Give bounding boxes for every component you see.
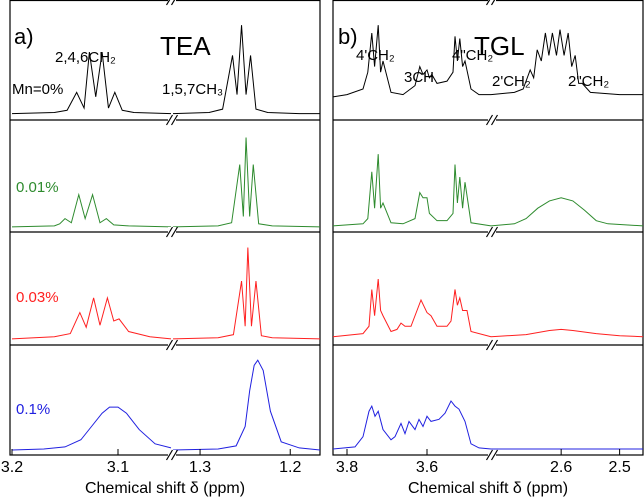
axis-break [490,339,499,351]
axis-break [165,339,174,351]
axis-break [485,339,494,351]
axis-break [490,114,499,126]
axis-break-gap [168,227,176,237]
x-tick-label: 3.6 [416,459,438,476]
axis-break [490,449,499,461]
axis-break-gap [488,0,496,5]
spectrum-line [11,406,172,451]
spectrum-line [332,154,492,227]
peak-annotation: 2,4,6CH₂ [55,49,116,66]
panel-label: b) [338,24,358,49]
axis-break [485,449,494,461]
x-axis-label: Chemical shift δ (ppm) [408,480,568,497]
axis-break [170,114,179,126]
axis-break [485,114,494,126]
panel-title: TGL [474,31,525,61]
axis-break [485,226,494,238]
spectrum-line [490,29,643,96]
spectrum-line [172,359,321,451]
x-axis-label: Chemical shift δ (ppm) [85,480,245,497]
axis-break-gap [488,227,496,237]
axis-break [170,0,176,6]
panel-label: a) [14,24,34,49]
peak-annotation: 4"CH₂ [452,47,493,64]
axis-break [165,114,174,126]
x-tick-label: 1.2 [279,459,301,476]
axis-break [170,449,179,461]
peak-annotation: 4'CH₂ [356,47,395,64]
spectrum-line [490,197,644,227]
axis-break-gap [168,340,176,350]
spectrum-line [172,25,320,115]
panel-title: TEA [160,31,211,61]
x-tick-label: 2.5 [608,459,630,476]
spectrum-line [172,137,321,228]
axis-break-gap [488,340,496,350]
spectrum-line [11,192,172,228]
x-tick-label: 3.1 [107,459,129,476]
spectrum-line [332,25,491,98]
series-label: 0.01% [16,179,59,196]
axis-break-gap [488,115,496,125]
series-label: Mn=0% [12,81,63,98]
axis-break [170,339,179,351]
peak-annotation: 2"CH₂ [568,73,609,90]
x-tick-label: 1.3 [189,459,211,476]
x-tick-label: 2.6 [550,459,572,476]
axis-break [485,0,491,6]
peak-annotation: 3CH [404,69,434,86]
axis-break [165,226,174,238]
axis-break-gap [168,450,176,460]
axis-break [490,0,496,6]
spectrum-line [332,400,492,450]
peak-annotation: 1,5,7CH₃ [162,81,223,98]
axis-break [170,226,179,238]
series-label: 0.03% [16,289,59,306]
axis-break [165,0,171,6]
axis-break-gap [488,450,496,460]
spectrum-line [172,247,321,340]
spectrum-line [332,278,492,338]
peak-annotation: 2'CH₂ [492,73,531,90]
axis-break [490,226,499,238]
spectrum-line [11,296,172,340]
spectrum-line [490,328,644,338]
panel-frame [9,0,321,456]
spectrum-line [11,51,172,115]
axis-break-gap [168,0,176,5]
series-label: 0.1% [16,401,50,418]
x-tick-label: 3.2 [1,459,23,476]
x-tick-label: 3.8 [336,459,358,476]
axis-break [165,449,174,461]
axis-break-gap [168,115,176,125]
